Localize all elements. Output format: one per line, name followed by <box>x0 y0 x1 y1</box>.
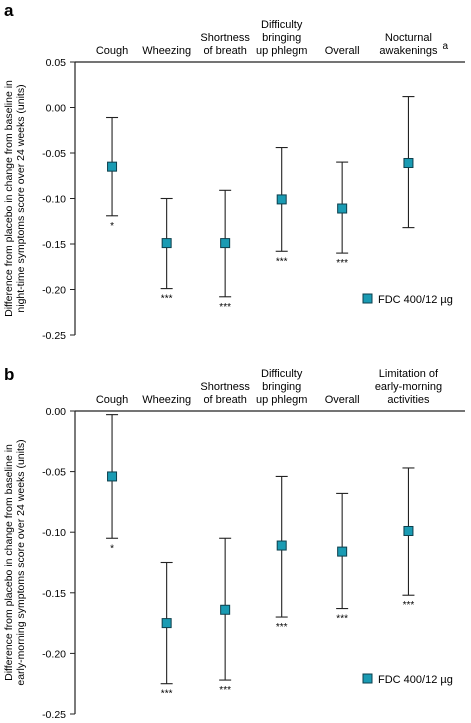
category-superscript: a <box>442 41 448 52</box>
category-label: Cough <box>96 394 128 406</box>
data-point <box>220 604 231 615</box>
significance-label: *** <box>219 302 231 313</box>
data-point <box>161 238 172 249</box>
y-axis-label-line: Difference from placebo in change from b… <box>3 444 15 681</box>
y-tick-label: -0.15 <box>42 588 66 600</box>
significance-label: *** <box>219 685 231 696</box>
y-tick-label: -0.20 <box>42 648 66 660</box>
chart-panel-b: b 0.00 -0.05 -0.10 -0.15 -0.20 -0.25 Difference… <box>3 365 465 721</box>
panel-label: a <box>4 1 14 20</box>
category-label: bringing <box>262 381 301 393</box>
data-point <box>276 540 287 551</box>
data-point <box>107 161 118 172</box>
category-label: up phlegm <box>256 394 307 406</box>
y-tick-label: -0.25 <box>42 330 66 342</box>
category-label: of breath <box>203 394 246 406</box>
significance-label: *** <box>161 294 173 305</box>
category-label: Shortness <box>200 32 250 44</box>
data-point <box>107 471 118 482</box>
y-tick-label: -0.10 <box>42 194 66 206</box>
legend-label: FDC 400/12 µg <box>378 294 453 306</box>
category-label: Difficulty <box>261 19 303 31</box>
y-axis-label-line: night-time symptoms score over 24 weeks … <box>15 84 27 312</box>
y-tick-label: 0.00 <box>46 103 67 115</box>
y-axis-label-line: early-morning symptoms score over 24 wee… <box>15 439 27 685</box>
y-tick-label: 0.00 <box>46 406 67 418</box>
significance-label: *** <box>276 622 288 633</box>
y-tick-label: 0.05 <box>46 57 67 69</box>
category-label: activities <box>387 394 430 406</box>
significance-label: *** <box>161 689 173 700</box>
significance-label: * <box>110 221 114 232</box>
y-axis-label-line: Difference from placebo in change from b… <box>3 80 15 317</box>
y-axis-label: Difference from placebo in change from b… <box>3 80 27 317</box>
y-tick-label: -0.15 <box>42 239 66 251</box>
category-label: up phlegm <box>256 45 307 57</box>
category-label: Cough <box>96 45 128 57</box>
y-tick-label: -0.05 <box>42 467 66 479</box>
category-label: Limitation of <box>379 368 439 380</box>
category-label: Nocturnal <box>385 32 432 44</box>
data-point <box>220 238 231 249</box>
significance-label: * <box>110 543 114 554</box>
data-point <box>403 158 414 169</box>
y-tick-label: -0.25 <box>42 709 66 721</box>
significance-label: *** <box>336 258 348 269</box>
category-label: Overall <box>325 45 360 57</box>
y-axis-label: Difference from placebo in change from b… <box>3 439 27 685</box>
data-point <box>337 546 348 557</box>
y-tick-label: -0.10 <box>42 527 66 539</box>
legend-label: FDC 400/12 µg <box>378 674 453 686</box>
legend-marker <box>362 673 373 684</box>
data-point <box>276 194 287 205</box>
category-label: bringing <box>262 32 301 44</box>
data-point <box>403 525 414 536</box>
category-label: Difficulty <box>261 368 303 380</box>
category-label: awakenings <box>379 45 438 57</box>
data-point <box>337 203 348 214</box>
y-tick-label: -0.20 <box>42 285 66 297</box>
chart-panel-a: a 0.05 0.00 -0.05 -0.10 -0.15 -0.20 -0.25 Differ… <box>3 1 465 342</box>
y-tick-label: -0.05 <box>42 148 66 160</box>
category-label: Wheezing <box>142 45 191 57</box>
significance-label: *** <box>276 256 288 267</box>
legend-marker <box>362 293 373 304</box>
panel-label: b <box>4 365 14 384</box>
significance-label: *** <box>336 614 348 625</box>
category-label: Overall <box>325 394 360 406</box>
category-label: early-morning <box>375 381 442 393</box>
category-label: Shortness <box>200 381 250 393</box>
data-point <box>161 618 172 629</box>
significance-label: *** <box>403 600 415 611</box>
category-label: of breath <box>203 45 246 57</box>
category-label: Wheezing <box>142 394 191 406</box>
